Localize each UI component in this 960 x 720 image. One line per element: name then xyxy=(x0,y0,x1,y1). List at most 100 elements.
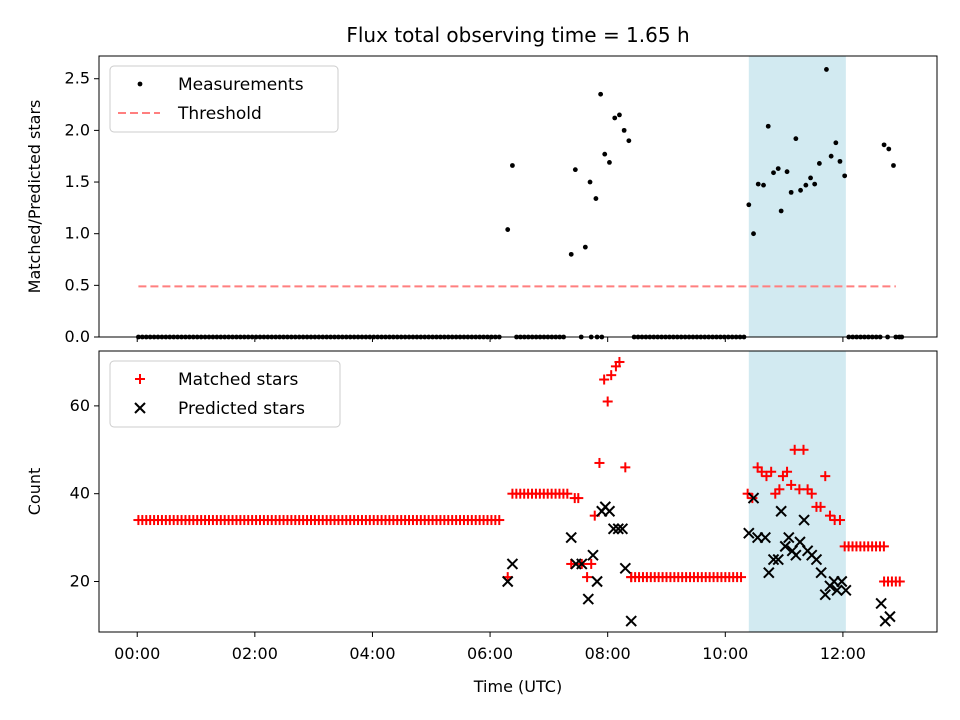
counts-legend-label-0: Matched stars xyxy=(178,370,298,390)
dot-point-169 xyxy=(778,208,784,214)
dot-point-146 xyxy=(568,251,574,257)
plus-point-159 xyxy=(586,558,597,569)
ratio-y-axis-label: Matched/Predicted stars xyxy=(25,100,44,294)
counts-legend-label-1: Predicted stars xyxy=(178,399,305,419)
x-point-40-b xyxy=(875,597,887,610)
ratio-legend: Measurements Threshold xyxy=(109,65,339,133)
x-point-33 xyxy=(815,567,827,579)
ratio-panel: 0.0 0.5 1.0 1.5 2.0 2.5 Matched/Predicted star… xyxy=(25,55,938,346)
plus-point-172 xyxy=(756,466,767,477)
x-point-32-b xyxy=(810,553,823,566)
dot-point-182 xyxy=(842,173,848,179)
counts-series-matched-stars xyxy=(133,356,905,587)
x-point-4 xyxy=(576,558,588,570)
x-point-13-b xyxy=(616,523,629,535)
ratio-ytick-label-5: 2.5 xyxy=(65,69,90,88)
dot-point-184 xyxy=(886,146,892,152)
x-point-40 xyxy=(875,597,887,610)
x-point-4-b xyxy=(576,558,588,570)
x-point-19 xyxy=(759,531,771,544)
x-point-22 xyxy=(772,553,784,566)
plus-point-168 xyxy=(626,572,637,583)
plus-point-169 xyxy=(742,488,753,499)
plus-point-156 xyxy=(573,493,584,504)
counts-highlight-span xyxy=(748,351,846,632)
legend-swatch-1 xyxy=(134,402,146,414)
dot-point-174 xyxy=(803,182,809,188)
plus-point-182 xyxy=(798,444,809,455)
plus-point-190 xyxy=(834,515,845,526)
x-point-20-b xyxy=(763,567,775,579)
legend-swatch-0 xyxy=(137,81,143,87)
plus-point-186 xyxy=(815,501,826,512)
plus-point-162 xyxy=(599,374,610,385)
ratio-series-measurements xyxy=(136,67,905,340)
dot-point-177 xyxy=(816,161,822,166)
dot-point-162 xyxy=(746,202,752,208)
counts-axes-frame xyxy=(98,350,938,633)
xtick-label-5: 10:00 xyxy=(702,644,748,663)
dot-point-183 xyxy=(881,142,887,148)
x-point-12-b xyxy=(612,523,624,535)
ratio-legend-box xyxy=(109,65,339,133)
dot-point-158 xyxy=(626,138,632,144)
x-point-1-b xyxy=(506,558,519,570)
ratio-ytick-label-3: 1.5 xyxy=(65,172,90,191)
x-point-14-b xyxy=(619,562,632,575)
x-point-10-b xyxy=(603,505,616,517)
x-point-37-b xyxy=(831,584,843,596)
x-point-39-b xyxy=(840,584,852,596)
ratio-ytick-label-2: 1.0 xyxy=(65,224,90,243)
plus-point-166 xyxy=(614,356,625,367)
x-point-5 xyxy=(582,593,594,605)
plus-point-184 xyxy=(806,488,817,499)
counts-legend-box xyxy=(109,360,341,428)
dot-point-150 xyxy=(587,179,593,185)
dot-point-149 xyxy=(582,244,588,250)
plus-point-164 xyxy=(606,370,617,381)
x-point-23 xyxy=(775,505,787,517)
x-point-12 xyxy=(612,523,624,535)
plus-point-136 xyxy=(736,572,747,583)
x-point-21-b xyxy=(767,553,780,566)
chart-title: Flux total observing time = 1.65 h xyxy=(346,23,689,47)
x-point-0-b xyxy=(502,575,514,588)
x-point-34-b xyxy=(819,588,831,601)
x-point-10 xyxy=(603,505,616,517)
xtick-label-3: 06:00 xyxy=(467,644,513,663)
dot-point-151 xyxy=(593,196,599,201)
dot-point-178 xyxy=(824,67,829,72)
dot-point-166 xyxy=(765,123,771,129)
x-point-39 xyxy=(840,584,852,596)
x-point-23-b xyxy=(775,505,787,517)
x-point-14 xyxy=(619,562,632,575)
x-point-24-b xyxy=(779,540,791,553)
dot-point-163 xyxy=(751,231,756,237)
x-point-15 xyxy=(625,615,637,627)
xtick-label-2: 04:00 xyxy=(349,644,395,663)
dot-point-171 xyxy=(788,189,794,195)
x-point-38 xyxy=(836,575,848,588)
legend-swatch-0 xyxy=(135,374,145,384)
plus-point-163 xyxy=(602,396,613,407)
dot-point-175 xyxy=(808,175,813,181)
dot-point-179 xyxy=(828,153,834,159)
x-point-34 xyxy=(819,588,831,601)
dot-point-152 xyxy=(598,91,604,97)
x-point-22-b xyxy=(772,553,784,566)
plus-point-152 xyxy=(894,576,905,587)
dot-point-164 xyxy=(755,181,761,187)
plus-point-173 xyxy=(761,471,772,482)
x-point-13 xyxy=(616,523,629,535)
x-point-24 xyxy=(779,540,791,553)
x-point-20 xyxy=(763,567,775,579)
dot-point-145 xyxy=(510,163,515,168)
dot-point-155 xyxy=(612,115,618,121)
x-point-11-b xyxy=(607,523,620,535)
x-point-27-b xyxy=(790,549,802,561)
ratio-ytick-label-4: 2.0 xyxy=(65,120,90,139)
counts-ytick-label-0: 20 xyxy=(70,572,90,591)
x-point-25 xyxy=(783,531,795,544)
dot-point-185 xyxy=(891,163,896,168)
